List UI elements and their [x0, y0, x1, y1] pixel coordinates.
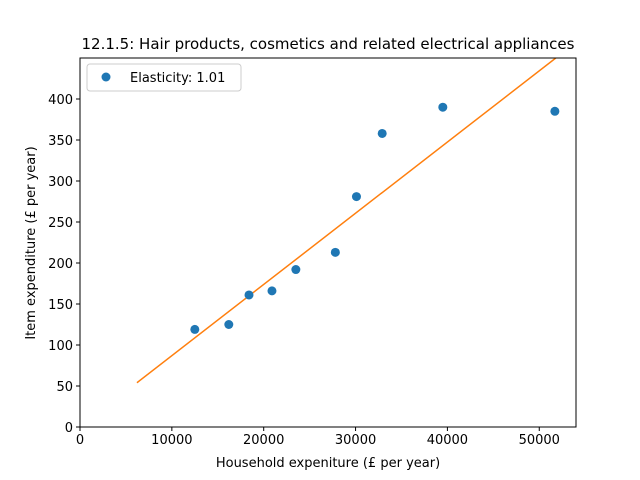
legend: Elasticity: 1.01: [86, 63, 242, 92]
y-tick-label: 100: [48, 339, 73, 354]
y-tick-label: 50: [56, 380, 73, 395]
legend-label: Elasticity: 1.01: [130, 71, 225, 86]
data-point: [267, 286, 277, 296]
data-point: [330, 247, 340, 257]
data-point: [190, 324, 200, 334]
legend-marker: [101, 72, 111, 82]
plot-area: [79, 57, 577, 428]
x-axis: 0 10000 20000 30000 40000 50000: [76, 427, 560, 448]
x-tick-label: 40000: [427, 433, 468, 448]
data-point: [224, 320, 234, 329]
data-point: [244, 290, 254, 300]
legend-box: [86, 63, 242, 92]
x-tick-label: 30000: [335, 433, 376, 448]
data-point: [291, 265, 301, 275]
y-tick-label: 150: [48, 298, 73, 313]
data-point: [351, 192, 361, 202]
data-point: [438, 102, 448, 112]
chart-title: 12.1.5: Hair products, cosmetics and rel…: [82, 35, 575, 53]
x-tick-label: 20000: [243, 433, 284, 448]
x-tick-label: 10000: [151, 433, 192, 448]
x-tick-label: 0: [76, 433, 84, 448]
y-axis: 0 50 100 150 200 250 300 350 400: [48, 93, 80, 436]
data-point: [550, 106, 560, 116]
y-tick-label: 0: [65, 421, 73, 436]
x-axis-label: Household expeniture (£ per year): [216, 456, 440, 471]
y-tick-label: 200: [48, 257, 73, 272]
y-tick-label: 300: [48, 175, 73, 190]
data-point: [377, 128, 387, 138]
fit-lines: [136, 58, 557, 384]
fit-line: [136, 58, 557, 384]
plot-frame: [79, 57, 577, 428]
y-tick-label: 400: [48, 93, 73, 108]
y-axis-label: Item expenditure (£ per year): [24, 146, 39, 339]
y-tick-label: 350: [48, 134, 73, 149]
x-tick-label: 50000: [519, 433, 560, 448]
y-tick-label: 250: [48, 216, 73, 231]
